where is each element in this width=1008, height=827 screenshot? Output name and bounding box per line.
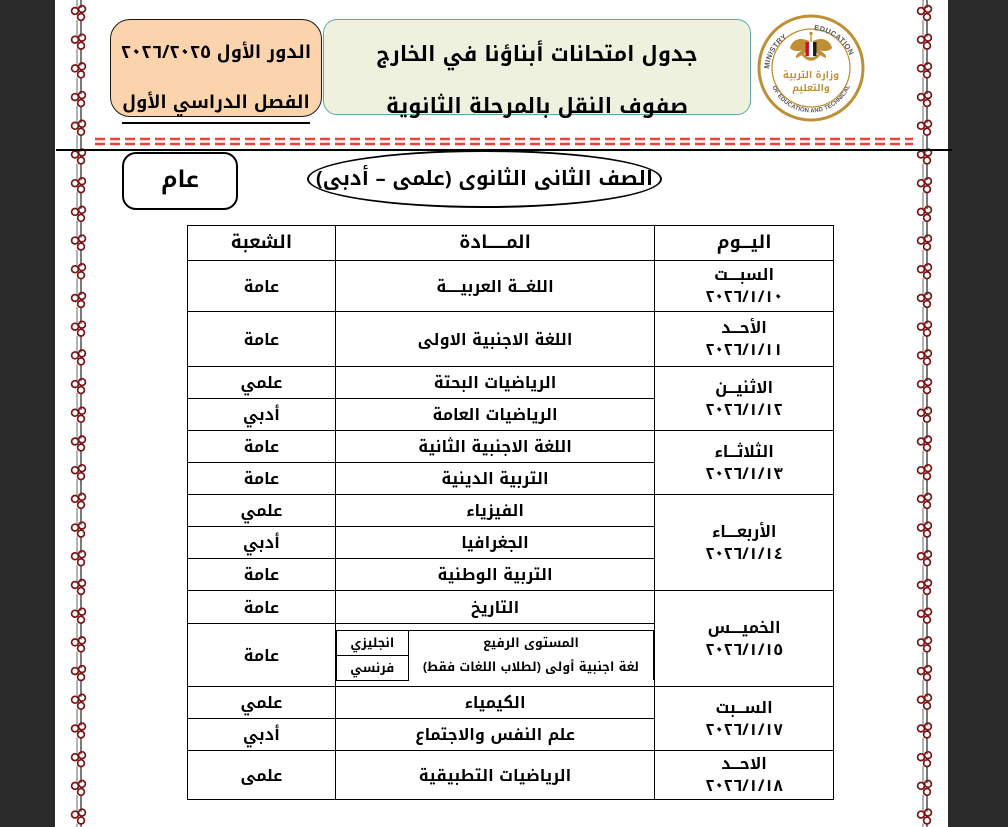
svg-text:والتعليم: والتعليم <box>792 79 830 97</box>
